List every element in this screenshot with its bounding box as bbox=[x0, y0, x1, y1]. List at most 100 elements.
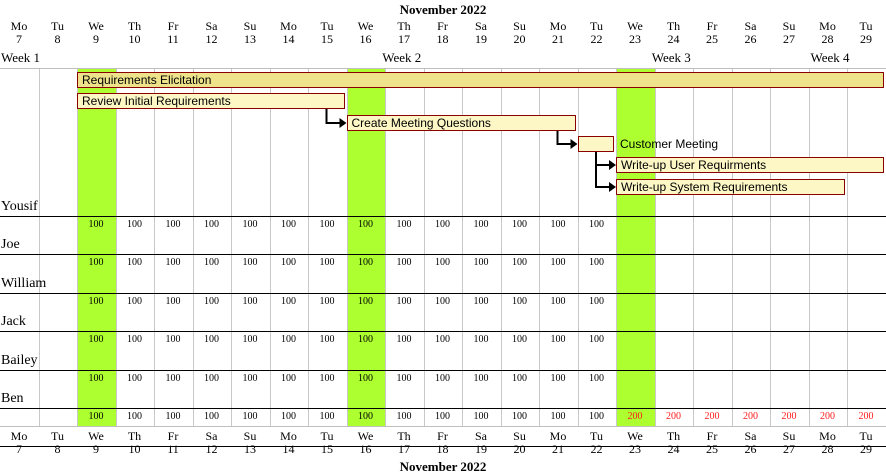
resource-row-divider bbox=[0, 408, 886, 409]
day-number: 18 bbox=[436, 442, 449, 456]
allocation-cell: 100 bbox=[435, 257, 450, 269]
dependency-line bbox=[595, 152, 610, 188]
summary-task-bar[interactable]: Requirements Elicitation bbox=[77, 72, 884, 88]
resource-name: Jack bbox=[1, 314, 26, 330]
allocation-cell: 100 bbox=[589, 219, 604, 230]
day-of-week: Tu bbox=[590, 429, 603, 443]
day-header-bottom: Mo 14 bbox=[270, 430, 308, 456]
allocation-cell: 100 bbox=[512, 295, 527, 307]
day-number: 11 bbox=[167, 442, 179, 456]
day-of-week: Fr bbox=[437, 429, 448, 443]
allocation-cell: 100 bbox=[550, 372, 566, 384]
resource-row-divider bbox=[0, 331, 886, 332]
day-gridline bbox=[693, 68, 694, 426]
allocation-cell: 100 bbox=[550, 257, 566, 269]
day-number: 20 bbox=[513, 32, 526, 46]
day-gridline bbox=[154, 68, 155, 426]
task-bar[interactable]: Write-up User Requirments bbox=[616, 157, 884, 173]
week-label: Week 1 bbox=[1, 50, 41, 65]
resource-name: Ben bbox=[1, 391, 24, 406]
allocation-cell: 100 bbox=[358, 372, 373, 384]
allocation-cell: 100 bbox=[242, 295, 258, 307]
allocation-cell: 100 bbox=[88, 372, 104, 384]
day-of-week: Sa bbox=[205, 19, 218, 33]
day-number: 27 bbox=[783, 442, 795, 456]
allocation-cell: 200 bbox=[858, 411, 874, 422]
day-of-week: Sa bbox=[744, 429, 757, 443]
allocation-cell: 100 bbox=[435, 295, 450, 307]
dependency-arrowhead bbox=[339, 118, 347, 128]
day-of-week: Sa bbox=[744, 19, 757, 33]
day-number: 9 bbox=[93, 442, 99, 456]
allocation-cell: 100 bbox=[473, 334, 489, 346]
allocation-cell: 200 bbox=[781, 411, 797, 422]
day-number: 24 bbox=[667, 32, 680, 46]
week-label: Week 3 bbox=[651, 50, 691, 65]
allocation-cell: 100 bbox=[358, 257, 373, 269]
allocation-cell: 100 bbox=[550, 334, 566, 346]
week-label: Week 4 bbox=[810, 50, 850, 65]
day-of-week: Sa bbox=[205, 429, 218, 443]
allocation-cell: 100 bbox=[473, 219, 489, 230]
day-of-week: Tu bbox=[859, 429, 873, 443]
day-of-week: Mo bbox=[10, 429, 28, 443]
allocation-cell: 200 bbox=[666, 411, 681, 422]
day-of-week: Su bbox=[243, 19, 257, 33]
day-of-week: Tu bbox=[590, 19, 603, 33]
task-bar[interactable]: Create Meeting Questions bbox=[346, 115, 576, 131]
day-header-top: Mo 28 bbox=[809, 20, 847, 46]
day-number: 19 bbox=[475, 442, 487, 456]
allocation-cell: 100 bbox=[127, 219, 142, 230]
day-of-week: Mo bbox=[549, 19, 567, 33]
allocation-cell: 100 bbox=[165, 372, 181, 384]
task-bar[interactable] bbox=[577, 136, 614, 152]
day-header-top: Tu 29 bbox=[847, 20, 885, 46]
allocation-cell: 100 bbox=[127, 295, 142, 307]
week-label: Week 2 bbox=[382, 50, 422, 65]
task-bar[interactable]: Review Initial Requirements bbox=[77, 93, 345, 109]
allocation-cell: 100 bbox=[512, 334, 527, 346]
day-of-week: We bbox=[88, 19, 104, 33]
day-header-top: Sa 12 bbox=[193, 20, 231, 46]
allocation-cell: 100 bbox=[127, 372, 142, 384]
day-gridline bbox=[809, 68, 810, 426]
day-header-top: Mo 14 bbox=[270, 20, 308, 46]
task-bar[interactable]: Write-up System Requirements bbox=[616, 179, 845, 195]
day-of-week: Fr bbox=[167, 19, 179, 33]
day-of-week: We bbox=[627, 19, 643, 33]
day-gridline bbox=[270, 68, 271, 426]
day-header-top: Su 20 bbox=[501, 20, 539, 46]
day-number: 12 bbox=[205, 32, 218, 46]
day-header-bottom: Mo 21 bbox=[539, 430, 577, 456]
dependency-arrowhead bbox=[570, 139, 578, 149]
allocation-cell: 100 bbox=[473, 257, 489, 269]
allocation-cell: 200 bbox=[743, 411, 758, 422]
day-header-bottom: Fr 18 bbox=[424, 430, 462, 456]
day-number: 17 bbox=[398, 442, 410, 456]
day-of-week: We bbox=[88, 429, 104, 443]
day-of-week: Mo bbox=[280, 19, 297, 33]
allocation-cell: 100 bbox=[281, 372, 296, 384]
day-number: 16 bbox=[359, 442, 372, 456]
allocation-cell: 100 bbox=[281, 334, 296, 346]
allocation-cell: 100 bbox=[396, 372, 412, 384]
day-header-bottom: Th 24 bbox=[655, 430, 693, 456]
allocation-cell: 100 bbox=[396, 295, 412, 307]
allocation-cell: 100 bbox=[550, 219, 566, 230]
allocation-cell: 100 bbox=[396, 219, 412, 230]
allocation-cell: 100 bbox=[512, 257, 527, 269]
resource-row-divider bbox=[0, 293, 886, 294]
day-gridline bbox=[308, 68, 309, 426]
allocation-cell: 100 bbox=[165, 411, 181, 422]
allocation-cell: 200 bbox=[704, 411, 720, 422]
day-header-top: Mo 21 bbox=[539, 20, 577, 46]
day-number: 22 bbox=[590, 442, 603, 456]
day-gridline bbox=[116, 68, 117, 426]
allocation-cell: 100 bbox=[204, 411, 219, 422]
day-header-top: We 23 bbox=[616, 20, 654, 46]
day-header-bottom: Su 27 bbox=[770, 430, 808, 456]
day-number: 20 bbox=[513, 442, 526, 456]
day-number: 26 bbox=[744, 442, 757, 456]
day-header-top: Th 24 bbox=[655, 20, 693, 46]
